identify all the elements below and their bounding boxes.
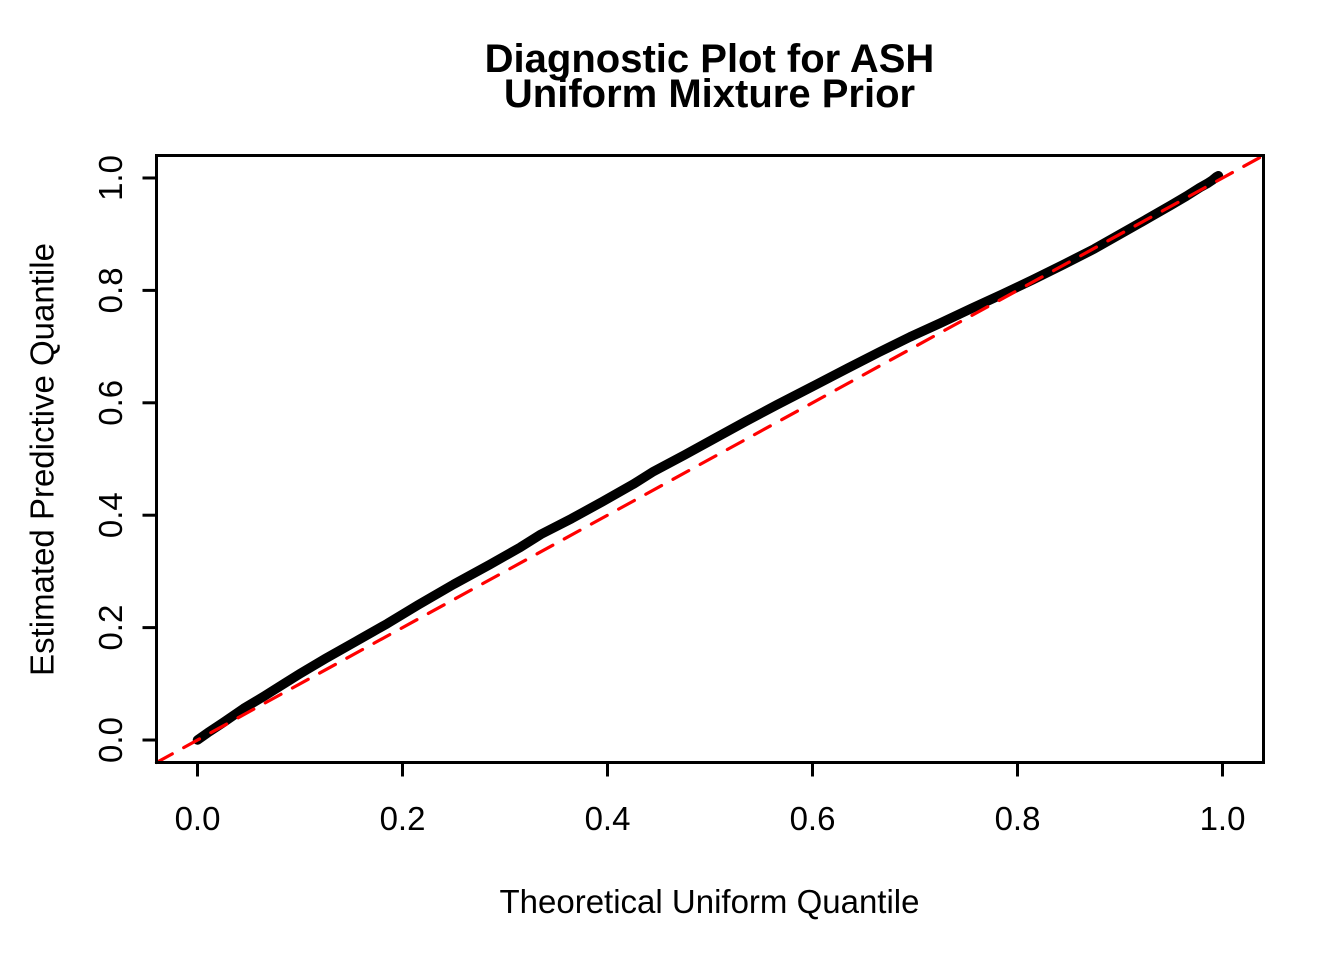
y-axis-tick-label: 0.2 [92,605,129,651]
x-axis-tick-label: 0.4 [585,800,631,837]
x-axis-tick-label: 0.8 [995,800,1041,837]
identity-reference-line [154,153,1266,765]
plot-title-line1: Diagnostic Plot for ASH [484,37,935,81]
x-axis-tick-label: 1.0 [1200,800,1246,837]
x-axis-tick-label: 0.0 [175,800,221,837]
estimated-predictive-quantile-curve [192,170,1224,745]
y-axis-tick-label: 0.0 [92,717,129,763]
plot-title-line2: Uniform Mixture Prior [503,72,916,116]
y-axis-tick-label: 1.0 [92,155,129,201]
y-axis-tick-label: 0.8 [92,267,129,313]
x-axis-tick-label: 0.6 [790,800,836,837]
y-axis-tick-label: 0.4 [92,492,129,538]
y-axis-tick-label: 0.6 [92,380,129,426]
x-axis-tick-label: 0.2 [380,800,426,837]
plot-title: Diagnostic Plot for ASH Uniform Mixture … [156,37,1263,116]
x-axis-title: Theoretical Uniform Quantile [499,883,920,920]
y-axis-title: Estimated Predictive Quantile [23,243,61,676]
plot-frame [155,154,1265,764]
